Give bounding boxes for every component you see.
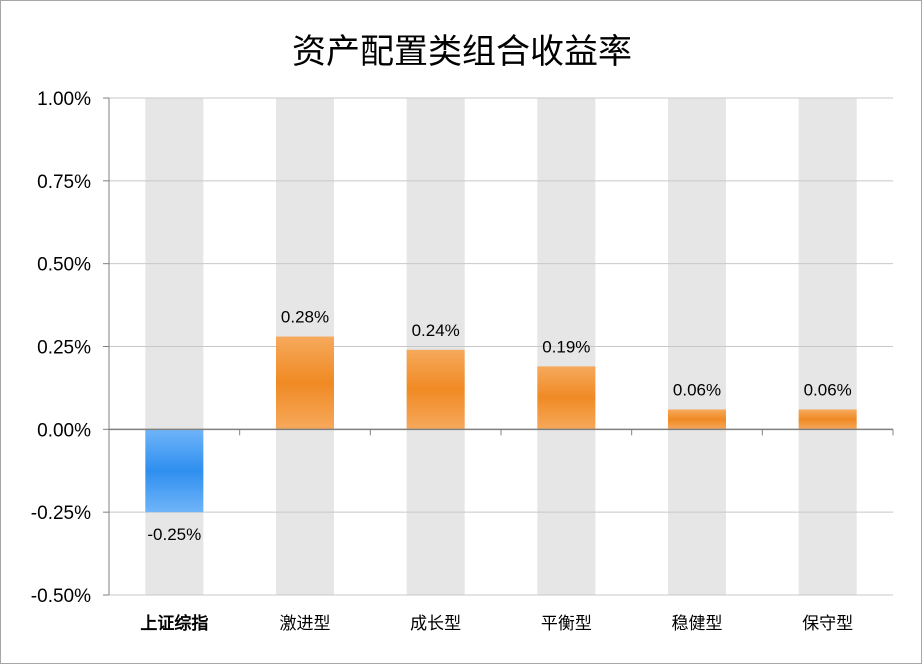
bar-1 (145, 429, 204, 513)
bar-4 (537, 366, 596, 430)
data-label: -0.25% (147, 525, 201, 544)
y-tick-labels: 1.00% 0.75% 0.50% 0.25% 0.00% -0.25% -0.50% (31, 89, 91, 607)
x-tick-label: 激进型 (280, 614, 331, 634)
y-tick-label: 0.50% (37, 255, 91, 276)
data-label: 0.24% (412, 321, 460, 340)
data-label: 0.19% (542, 337, 590, 356)
x-tick-label: 保守型 (802, 614, 853, 634)
grid-lines (109, 97, 893, 596)
x-tick-label: 平衡型 (541, 614, 592, 634)
bar-2 (276, 336, 334, 430)
bar-5 (668, 409, 726, 430)
y-tick-label: 0.00% (37, 420, 91, 441)
bar-6 (798, 409, 857, 430)
y-tick-label: 0.75% (37, 172, 91, 193)
x-tick-label: 上证综指 (140, 613, 208, 634)
x-tick-label: 成长型 (410, 614, 461, 634)
axes (103, 97, 894, 596)
data-label: 0.06% (673, 380, 721, 399)
chart-title: 资产配置类组合收益率 (292, 32, 632, 72)
data-label: 0.28% (281, 308, 329, 327)
y-tick-label: -0.25% (31, 503, 91, 524)
data-labels: -0.25% 0.28% 0.24% 0.19% 0.06% 0.06% (147, 308, 851, 545)
x-tick-label: 稳健型 (672, 614, 723, 634)
x-tick-labels: 上证综指 激进型 成长型 平衡型 稳健型 保守型 (140, 613, 853, 634)
y-tick-label: 1.00% (37, 89, 91, 110)
data-bars (145, 336, 857, 513)
data-label: 0.06% (804, 380, 852, 399)
y-tick-label: 0.25% (37, 338, 91, 359)
bar-3 (406, 349, 465, 430)
y-tick-label: -0.50% (31, 586, 91, 607)
